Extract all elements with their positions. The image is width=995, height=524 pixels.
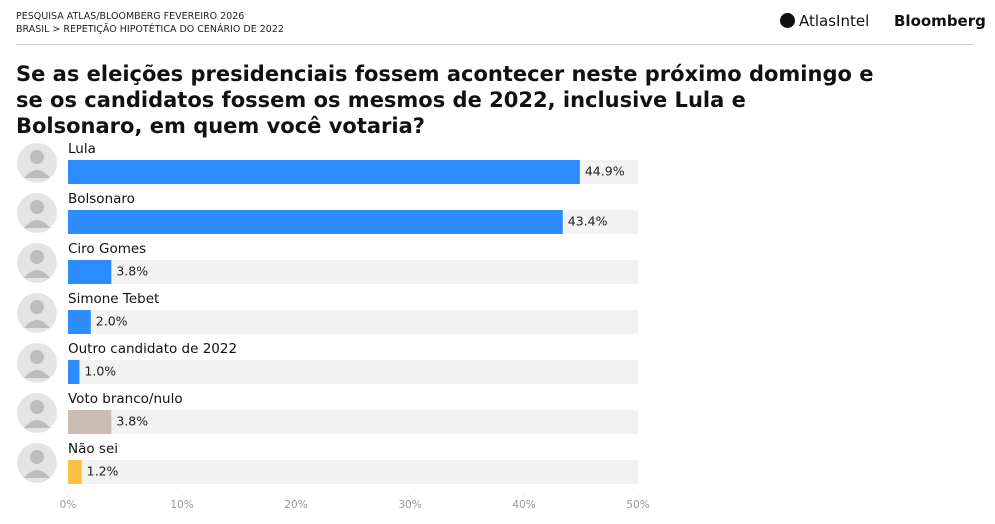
value-label: 43.4%	[568, 214, 608, 229]
bar	[68, 460, 82, 484]
x-tick-label: 0%	[60, 499, 77, 511]
avatar-head	[30, 200, 44, 214]
value-label: 3.8%	[116, 264, 148, 279]
avatar-head	[30, 150, 44, 164]
x-tick-label: 10%	[170, 499, 193, 511]
avatar-body	[24, 220, 50, 228]
avatar-head	[30, 350, 44, 364]
bar	[68, 210, 563, 234]
bar	[68, 260, 112, 284]
divider	[16, 44, 974, 45]
avatar-body	[24, 170, 50, 178]
value-label: 2.0%	[96, 314, 128, 329]
category-label: Outro candidato de 2022	[68, 341, 237, 357]
avatar-body	[24, 370, 50, 378]
bar-track	[68, 260, 638, 284]
x-tick-label: 30%	[398, 499, 421, 511]
bar	[68, 310, 91, 334]
avatar-body	[24, 320, 50, 328]
avatar-head	[30, 400, 44, 414]
bar-track	[68, 310, 638, 334]
avatar-head	[30, 450, 44, 464]
avatar-head	[30, 250, 44, 264]
category-label: Bolsonaro	[68, 191, 135, 207]
avatar-head	[30, 300, 44, 314]
value-label: 3.8%	[116, 414, 148, 429]
category-label: Lula	[68, 141, 96, 157]
bar-track	[68, 410, 638, 434]
category-label: Não sei	[68, 441, 118, 457]
bar	[68, 160, 580, 184]
logo-text: AtlasIntel	[799, 12, 870, 30]
category-label: Voto branco/nulo	[68, 391, 183, 407]
bar-track	[68, 360, 638, 384]
chart-title: Se as eleições presidenciais fossem acon…	[16, 62, 874, 138]
bar	[68, 410, 112, 434]
category-label: Ciro Gomes	[68, 241, 146, 257]
logo: Bloomberg	[894, 12, 986, 30]
header-line: PESQUISA ATLAS/BLOOMBERG FEVEREIRO 2026	[16, 11, 245, 22]
value-label: 1.0%	[84, 364, 116, 379]
category-label: Simone Tebet	[68, 291, 159, 307]
x-tick-label: 50%	[626, 499, 649, 511]
avatar-body	[24, 270, 50, 278]
bar-track	[68, 460, 638, 484]
bar	[68, 360, 80, 384]
x-tick-label: 20%	[284, 499, 307, 511]
avatar-body	[24, 420, 50, 428]
value-label: 1.2%	[87, 464, 119, 479]
value-label: 44.9%	[585, 164, 625, 179]
x-tick-label: 40%	[512, 499, 535, 511]
avatar-body	[24, 470, 50, 478]
header-line: BRASIL > REPETIÇÃO HIPOTÉTICA DO CENÁRIO…	[16, 24, 284, 35]
logo: AtlasIntel	[780, 12, 869, 30]
